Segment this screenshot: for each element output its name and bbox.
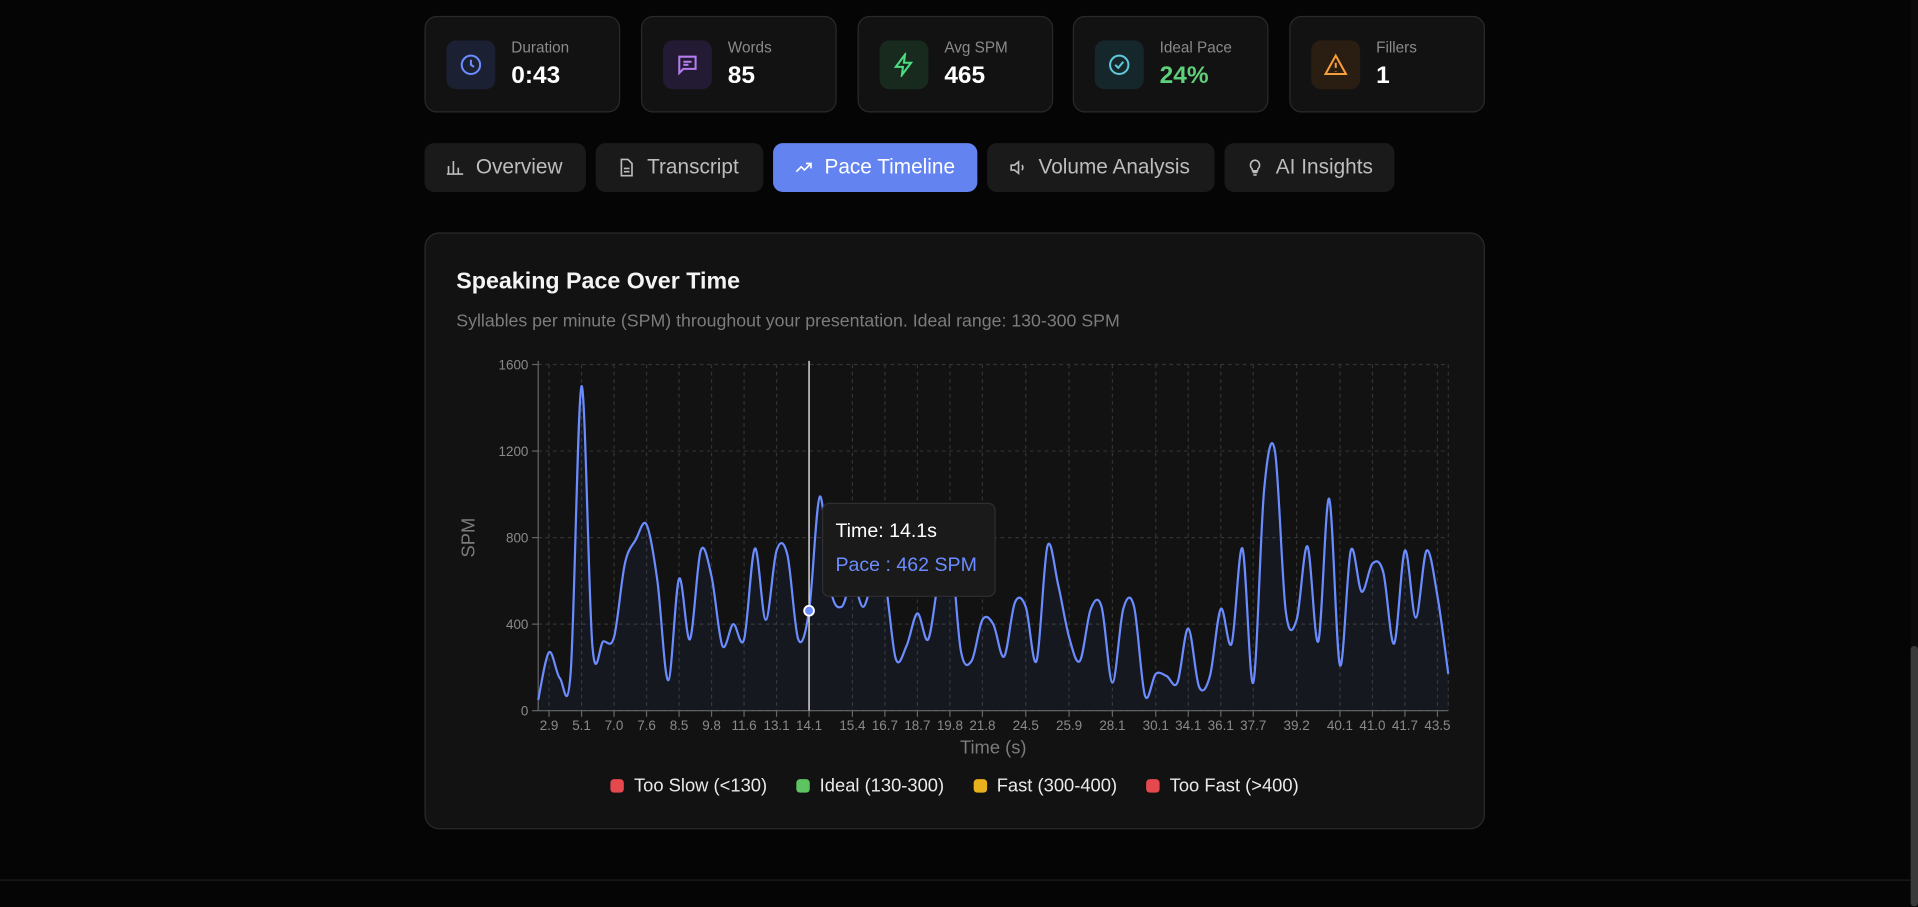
active-dot bbox=[803, 604, 815, 617]
legend-label: Fast (300-400) bbox=[996, 775, 1118, 797]
tooltip: Time: 14.1s Pace : 462 SPM bbox=[821, 502, 996, 597]
stat-value: 24% bbox=[1159, 62, 1209, 90]
x-tick-label: 5.1 bbox=[572, 718, 591, 733]
legend-swatch bbox=[796, 779, 810, 793]
divider bbox=[0, 879, 1911, 881]
tab[interactable]: Pace Timeline bbox=[773, 143, 978, 193]
legend-swatch bbox=[1146, 779, 1160, 793]
tab[interactable]: Transcript bbox=[595, 143, 764, 193]
x-tick-label: 36.1 bbox=[1208, 718, 1234, 733]
y-tick-label: 1600 bbox=[499, 357, 529, 372]
legend-item: Too Fast (>400) bbox=[1146, 775, 1299, 797]
legend-label: Too Fast (>400) bbox=[1169, 775, 1299, 797]
chart: 0 400 800 1200 1600 2.9 5.1 7.0 7.6 8.5 9.8 11.6 13.… bbox=[458, 357, 1451, 757]
x-tick-label: 34.1 bbox=[1175, 718, 1201, 733]
x-tick-label: 43.5 bbox=[1424, 718, 1450, 733]
tab-label: Transcript bbox=[647, 155, 739, 179]
x-tick-label: 9.8 bbox=[702, 718, 721, 733]
tab-label: AI Insights bbox=[1275, 155, 1373, 179]
x-tick-label: 30.1 bbox=[1143, 718, 1169, 733]
tab-label: Pace Timeline bbox=[824, 155, 956, 179]
area bbox=[538, 386, 1449, 711]
x-tick-label: 41.0 bbox=[1359, 718, 1385, 733]
legend: Too Slow (<130) Ideal (130-300) Fast (300-… bbox=[426, 775, 1484, 797]
tab-label: Overview bbox=[475, 155, 563, 179]
stat-card: Words 85 bbox=[640, 15, 837, 113]
legend-swatch bbox=[610, 779, 625, 793]
tab-label: Volume Analysis bbox=[1038, 155, 1190, 179]
stat-card: Avg SPM 465 bbox=[857, 15, 1054, 113]
legend-swatch bbox=[973, 779, 987, 793]
x-tick-label: 40.1 bbox=[1327, 718, 1353, 733]
tab[interactable]: Overview bbox=[424, 143, 586, 193]
x-tick-label: 8.5 bbox=[670, 718, 689, 733]
legend-item: Fast (300-400) bbox=[973, 775, 1118, 797]
x-tick-label: 7.6 bbox=[637, 718, 656, 733]
x-axis-label: Time (s) bbox=[960, 736, 1027, 757]
x-tick-label: 25.9 bbox=[1056, 718, 1082, 733]
legend-item: Ideal (130-300) bbox=[796, 775, 945, 797]
icon bbox=[879, 40, 929, 90]
y-tick-label: 0 bbox=[521, 704, 528, 719]
legend-label: Ideal (130-300) bbox=[819, 775, 945, 797]
x-tick-label: 13.1 bbox=[763, 718, 789, 733]
x-tick-label: 14.1 bbox=[796, 718, 822, 733]
x-tick-label: 7.0 bbox=[605, 718, 624, 733]
stat-value: 465 bbox=[944, 62, 986, 90]
y-tick-label: 800 bbox=[506, 530, 528, 545]
x-tick-label: 2.9 bbox=[540, 718, 559, 733]
tooltip-pace: Pace : 462 SPM bbox=[835, 555, 977, 577]
legend-label: Too Slow (<130) bbox=[633, 775, 768, 797]
x-tick-label: 21.8 bbox=[969, 718, 995, 733]
scrollbar-thumb[interactable] bbox=[1910, 645, 1918, 907]
x-tick-label: 19.8 bbox=[937, 718, 963, 733]
icon bbox=[446, 40, 496, 90]
stat-card: Duration 0:43 bbox=[424, 15, 621, 113]
stat-value: 0:43 bbox=[511, 62, 561, 90]
icon bbox=[662, 40, 712, 90]
y-axis-label: SPM bbox=[458, 518, 479, 558]
stat-label: Words bbox=[727, 39, 772, 57]
tab[interactable]: Volume Analysis bbox=[987, 143, 1215, 193]
stat-label: Ideal Pace bbox=[1159, 39, 1232, 57]
stat-value: 1 bbox=[1376, 62, 1390, 90]
y-tick-label: 1200 bbox=[499, 444, 529, 459]
line bbox=[537, 385, 1450, 701]
stat-value: 85 bbox=[727, 62, 756, 90]
x-tick-label: 15.4 bbox=[839, 718, 866, 733]
x-tick-label: 24.5 bbox=[1013, 718, 1039, 733]
x-tick-label: 11.6 bbox=[731, 718, 756, 733]
icon bbox=[1094, 40, 1144, 90]
icon bbox=[1311, 40, 1361, 90]
tooltip-time: Time: 14.1s bbox=[835, 521, 937, 542]
chart-title: Speaking Pace Over Time bbox=[456, 269, 741, 295]
stat-label: Avg SPM bbox=[944, 39, 1008, 57]
x-tick-label: 39.2 bbox=[1284, 718, 1310, 733]
y-tick-label: 400 bbox=[506, 617, 528, 632]
legend-item: Too Slow (<130) bbox=[610, 775, 768, 797]
scrollbar bbox=[1910, 0, 1918, 907]
x-tick-label: 37.7 bbox=[1240, 718, 1266, 733]
stat-label: Duration bbox=[511, 39, 570, 57]
x-tick-label: 18.7 bbox=[904, 718, 930, 733]
chart-card: Speaking Pace Over Time Syllables per mi… bbox=[424, 232, 1485, 830]
stat-label: Fillers bbox=[1376, 39, 1417, 57]
x-tick-label: 41.7 bbox=[1392, 718, 1418, 733]
stat-card: Ideal Pace 24% bbox=[1072, 15, 1269, 113]
chart-subtitle: Syllables per minute (SPM) throughout yo… bbox=[456, 311, 1120, 332]
stat-card: Fillers 1 bbox=[1289, 15, 1485, 113]
x-tick-label: 16.7 bbox=[872, 718, 898, 733]
tab[interactable]: AI Insights bbox=[1224, 143, 1395, 193]
x-tick-label: 28.1 bbox=[1099, 718, 1125, 733]
